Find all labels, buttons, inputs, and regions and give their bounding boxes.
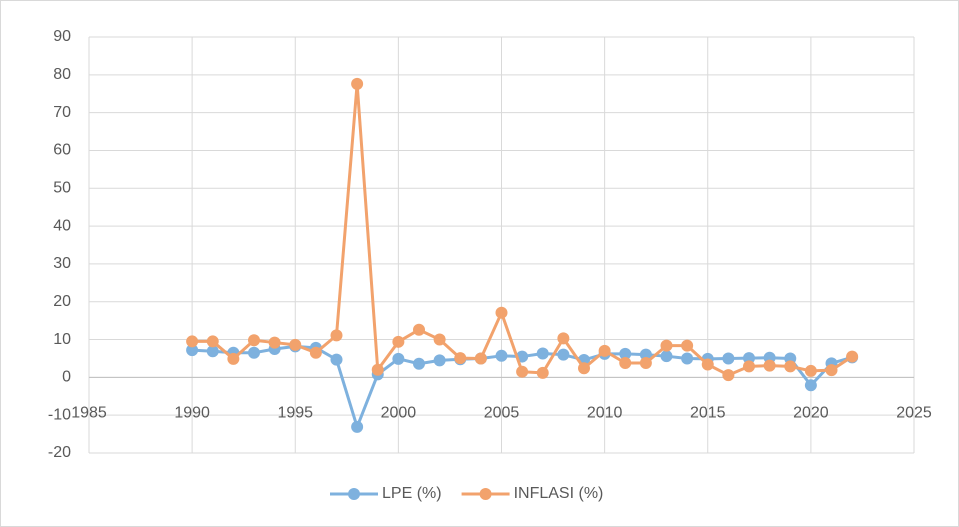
point [434,334,446,346]
x-tick-label: 1990 [174,405,210,422]
point [496,350,508,362]
point [702,359,714,371]
point [372,364,384,376]
point [537,348,549,360]
x-tick-label: 2025 [896,405,932,422]
point [248,334,260,346]
point [619,357,631,369]
point [661,340,673,352]
x-tick-label: 1985 [71,405,107,422]
point [578,362,590,374]
y-tick-label: 10 [53,331,71,348]
x-tick-label: 2005 [484,405,520,422]
y-tick-label: 50 [53,179,71,196]
point [537,367,549,379]
point [351,421,363,433]
chart: -20 -10 0 10 20 30 40 50 60 70 80 90 1985 1990 1995 200… [0,0,959,527]
legend-marker [480,488,492,500]
point [496,307,508,319]
point [661,350,673,362]
point [227,353,239,365]
point [722,352,734,364]
point [557,349,569,361]
y-tick-label: 40 [53,217,71,234]
point [186,335,198,347]
point [805,379,817,391]
point [351,78,363,90]
y-tick-label: 0 [62,369,71,386]
point [331,329,343,341]
y-tick-label: 90 [53,28,71,45]
y-tick-label: 30 [53,255,71,272]
legend-marker [348,488,360,500]
point [331,354,343,366]
y-tick-label: 70 [53,104,71,121]
point [826,364,838,376]
y-tick-label: -10 [48,406,71,423]
point [207,335,219,347]
point [681,340,693,352]
point [681,352,693,364]
y-tick-label: 80 [53,66,71,83]
x-tick-label: 2000 [381,405,417,422]
point [475,352,487,364]
point [599,345,611,357]
point [310,347,322,359]
x-tick-label: 2010 [587,405,623,422]
y-tick-label: 60 [53,142,71,159]
point [722,369,734,381]
point [846,351,858,363]
point [434,354,446,366]
point [764,360,776,372]
legend-label: LPE (%) [382,485,442,502]
point [392,336,404,348]
point [784,360,796,372]
x-tick-label: 1995 [277,405,313,422]
y-tick-label: 20 [53,293,71,310]
point [516,366,528,378]
point [248,347,260,359]
y-tick-label: -20 [48,444,71,461]
point [454,352,466,364]
point [743,360,755,372]
x-tick-label: 2020 [793,405,829,422]
point [413,358,425,370]
point [392,353,404,365]
point [413,324,425,336]
point [289,339,301,351]
x-tick-label: 2015 [690,405,726,422]
legend-label: INFLASI (%) [514,485,604,502]
point [640,357,652,369]
point [557,332,569,344]
point [269,337,281,349]
point [805,365,817,377]
